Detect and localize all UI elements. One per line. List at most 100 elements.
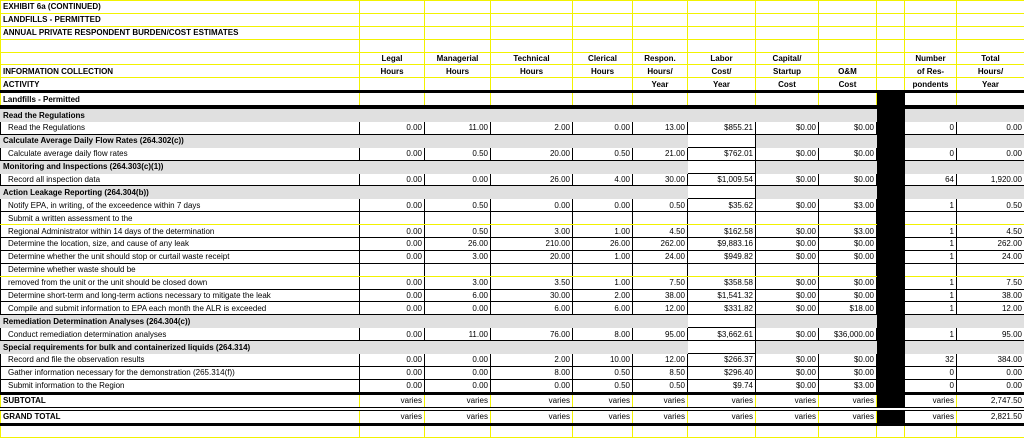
- value-cell[interactable]: $0.00: [756, 173, 819, 186]
- section-heading[interactable]: Read the Regulations: [1, 107, 360, 121]
- value-cell[interactable]: [905, 134, 957, 147]
- cell[interactable]: [573, 1, 633, 14]
- value-cell[interactable]: [360, 212, 425, 225]
- cell[interactable]: [756, 424, 819, 438]
- value-cell[interactable]: $0.00: [819, 366, 877, 379]
- separator-column[interactable]: [877, 263, 905, 276]
- value-cell[interactable]: 6.00: [425, 289, 491, 302]
- value-cell[interactable]: 20.00: [491, 250, 573, 263]
- value-cell[interactable]: [957, 107, 1024, 121]
- value-cell[interactable]: [688, 186, 756, 199]
- value-cell[interactable]: 0.00: [360, 147, 425, 160]
- cell[interactable]: [633, 26, 688, 39]
- value-cell[interactable]: [819, 341, 877, 354]
- value-cell[interactable]: $358.58: [688, 276, 756, 289]
- value-cell[interactable]: [425, 263, 491, 276]
- value-cell[interactable]: [491, 341, 573, 354]
- value-cell[interactable]: 0.00: [425, 366, 491, 379]
- value-cell[interactable]: 1: [905, 199, 957, 212]
- cell[interactable]: [360, 39, 425, 52]
- value-cell[interactable]: 0.50: [573, 379, 633, 393]
- separator-column[interactable]: [877, 341, 905, 354]
- separator-column[interactable]: [877, 366, 905, 379]
- cell[interactable]: [957, 424, 1024, 438]
- section-heading[interactable]: Special requirements for bulk and contai…: [1, 341, 360, 354]
- separator-column[interactable]: [877, 250, 905, 263]
- cell[interactable]: [573, 13, 633, 26]
- title-text[interactable]: ANNUAL PRIVATE RESPONDENT BURDEN/COST ES…: [1, 26, 360, 39]
- value-cell[interactable]: [425, 212, 491, 225]
- value-cell[interactable]: 24.00: [957, 250, 1024, 263]
- value-cell[interactable]: [905, 315, 957, 328]
- value-cell[interactable]: [573, 263, 633, 276]
- cell[interactable]: [877, 92, 905, 107]
- value-cell[interactable]: varies: [491, 409, 573, 424]
- value-cell[interactable]: varies: [756, 393, 819, 408]
- value-cell[interactable]: $0.00: [756, 366, 819, 379]
- column-header[interactable]: Cost: [819, 78, 877, 92]
- value-cell[interactable]: [756, 107, 819, 121]
- activity-label[interactable]: SUBTOTAL: [1, 393, 360, 408]
- value-cell[interactable]: 30.00: [633, 173, 688, 186]
- column-header[interactable]: Year: [633, 78, 688, 92]
- value-cell[interactable]: varies: [425, 393, 491, 408]
- cell[interactable]: [491, 424, 573, 438]
- cell[interactable]: [425, 26, 491, 39]
- cell[interactable]: [819, 26, 877, 39]
- value-cell[interactable]: 30.00: [491, 289, 573, 302]
- value-cell[interactable]: 3.00: [425, 276, 491, 289]
- cell[interactable]: [573, 26, 633, 39]
- cell[interactable]: [688, 26, 756, 39]
- value-cell[interactable]: $18.00: [819, 302, 877, 315]
- column-header[interactable]: [877, 78, 905, 92]
- value-cell[interactable]: 0.00: [360, 276, 425, 289]
- cell[interactable]: [425, 13, 491, 26]
- value-cell[interactable]: [688, 160, 756, 173]
- value-cell[interactable]: [957, 263, 1024, 276]
- value-cell[interactable]: [819, 315, 877, 328]
- column-header[interactable]: Year: [957, 78, 1024, 92]
- value-cell[interactable]: 2.00: [491, 122, 573, 135]
- cell[interactable]: [688, 424, 756, 438]
- separator-column[interactable]: [877, 276, 905, 289]
- column-header[interactable]: [425, 78, 491, 92]
- value-cell[interactable]: 0.00: [360, 173, 425, 186]
- column-header[interactable]: Managerial: [425, 52, 491, 65]
- value-cell[interactable]: [756, 186, 819, 199]
- value-cell[interactable]: varies: [905, 393, 957, 408]
- value-cell[interactable]: [633, 212, 688, 225]
- activity-label[interactable]: Calculate average daily flow rates: [1, 147, 360, 160]
- cell[interactable]: [957, 39, 1024, 52]
- section-heading[interactable]: Remediation Determination Analyses (264.…: [1, 315, 360, 328]
- separator-column[interactable]: [877, 160, 905, 173]
- cell[interactable]: [425, 424, 491, 438]
- column-header[interactable]: Cost/: [688, 65, 756, 78]
- cell[interactable]: [877, 1, 905, 14]
- value-cell[interactable]: [756, 212, 819, 225]
- value-cell[interactable]: [633, 263, 688, 276]
- separator-column[interactable]: [877, 225, 905, 238]
- activity-label[interactable]: removed from the unit or the unit should…: [1, 276, 360, 289]
- value-cell[interactable]: [905, 107, 957, 121]
- value-cell[interactable]: [425, 186, 491, 199]
- column-header[interactable]: Technical: [491, 52, 573, 65]
- value-cell[interactable]: 24.00: [633, 250, 688, 263]
- value-cell[interactable]: 0.00: [360, 354, 425, 367]
- value-cell[interactable]: $0.00: [756, 354, 819, 367]
- value-cell[interactable]: [688, 212, 756, 225]
- value-cell[interactable]: 1: [905, 238, 957, 251]
- value-cell[interactable]: 2,821.50: [957, 409, 1024, 424]
- value-cell[interactable]: 3.00: [425, 250, 491, 263]
- separator-column[interactable]: [877, 379, 905, 393]
- value-cell[interactable]: 8.00: [491, 366, 573, 379]
- value-cell[interactable]: 21.00: [633, 147, 688, 160]
- cell[interactable]: [360, 26, 425, 39]
- separator-column[interactable]: [877, 328, 905, 341]
- separator-column[interactable]: [877, 134, 905, 147]
- value-cell[interactable]: $266.37: [688, 354, 756, 367]
- column-header[interactable]: Cost: [756, 78, 819, 92]
- value-cell[interactable]: [688, 134, 756, 147]
- cell[interactable]: [633, 39, 688, 52]
- cell[interactable]: [957, 26, 1024, 39]
- column-header[interactable]: Legal: [360, 52, 425, 65]
